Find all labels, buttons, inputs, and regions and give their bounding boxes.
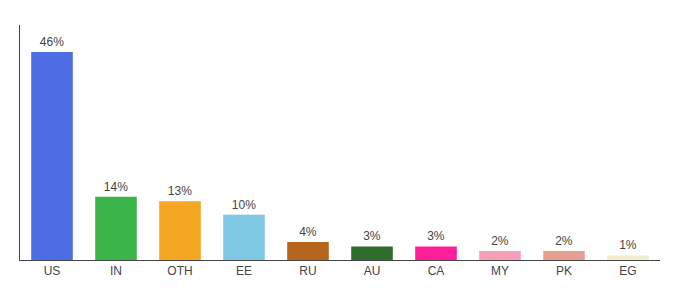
svg-text:EE: EE <box>236 264 252 278</box>
svg-text:46%: 46% <box>40 35 64 49</box>
svg-text:2%: 2% <box>491 234 509 248</box>
svg-text:4%: 4% <box>299 225 317 239</box>
svg-text:PK: PK <box>556 264 572 278</box>
svg-text:MY: MY <box>491 264 509 278</box>
svg-text:1%: 1% <box>619 238 637 252</box>
svg-text:AU: AU <box>364 264 381 278</box>
svg-text:CA: CA <box>428 264 445 278</box>
svg-text:3%: 3% <box>363 229 381 243</box>
svg-text:14%: 14% <box>104 180 128 194</box>
svg-text:OTH: OTH <box>167 264 192 278</box>
svg-text:2%: 2% <box>555 234 573 248</box>
svg-text:RU: RU <box>299 264 316 278</box>
svg-text:10%: 10% <box>232 198 256 212</box>
svg-text:3%: 3% <box>427 229 445 243</box>
svg-text:US: US <box>44 264 61 278</box>
svg-text:13%: 13% <box>168 184 192 198</box>
svg-text:EG: EG <box>619 264 636 278</box>
svg-text:IN: IN <box>110 264 122 278</box>
